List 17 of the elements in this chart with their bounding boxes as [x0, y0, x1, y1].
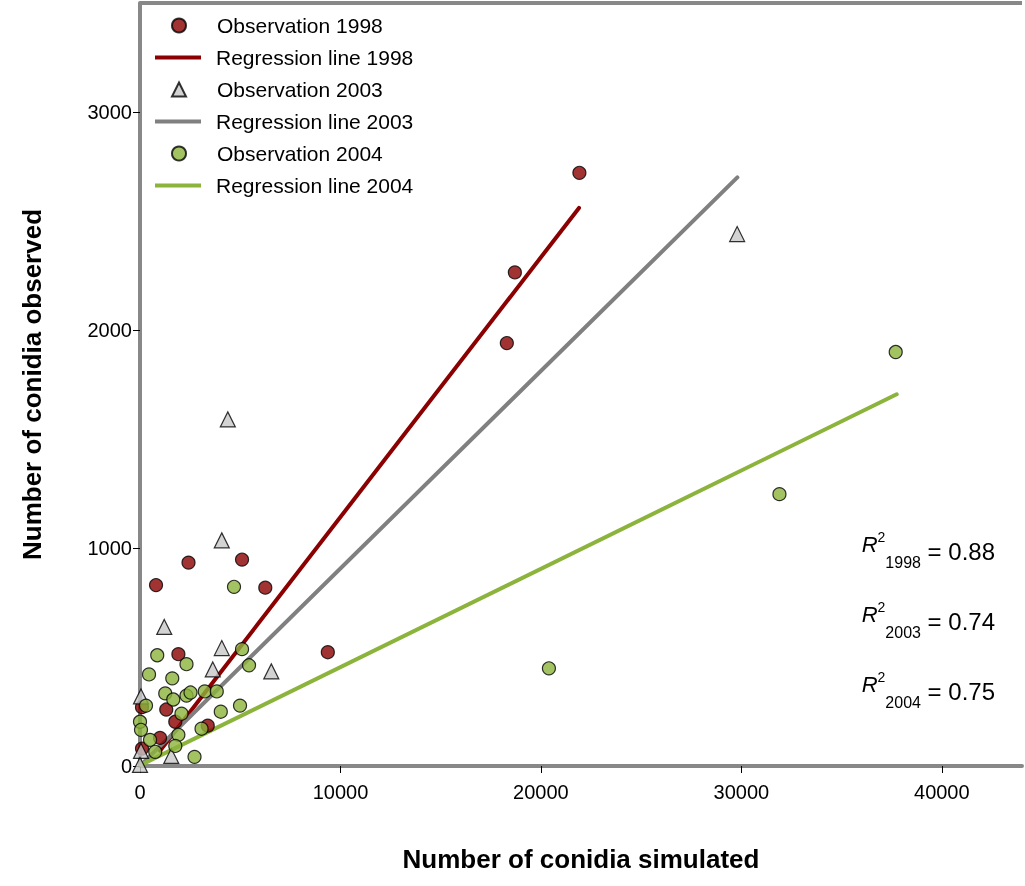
y-axis-title: Number of conidia observed [17, 208, 47, 561]
x-tick-label: 20000 [513, 781, 569, 803]
y-tick-label: 2000 [87, 319, 132, 341]
y-tick-label: 3000 [87, 101, 132, 123]
y-tick-label: 1000 [87, 537, 132, 559]
x-axis-title: Number of conidia simulated [402, 844, 760, 874]
legend-label: Regression line 2004 [216, 174, 414, 197]
legend-label: Regression line 2003 [216, 110, 414, 133]
legend-label: Regression line 1998 [216, 46, 414, 69]
y-tick-label: 0 [120, 755, 132, 777]
x-tick-label: 30000 [713, 781, 770, 803]
legend-label: Observation 1998 [217, 14, 383, 37]
x-tick-label: 0 [134, 781, 146, 803]
legend-label: Observation 2003 [217, 78, 383, 101]
x-tick-label: 40000 [914, 781, 970, 803]
legend-label: Observation 2004 [217, 142, 384, 165]
x-tick-label: 10000 [312, 781, 369, 803]
